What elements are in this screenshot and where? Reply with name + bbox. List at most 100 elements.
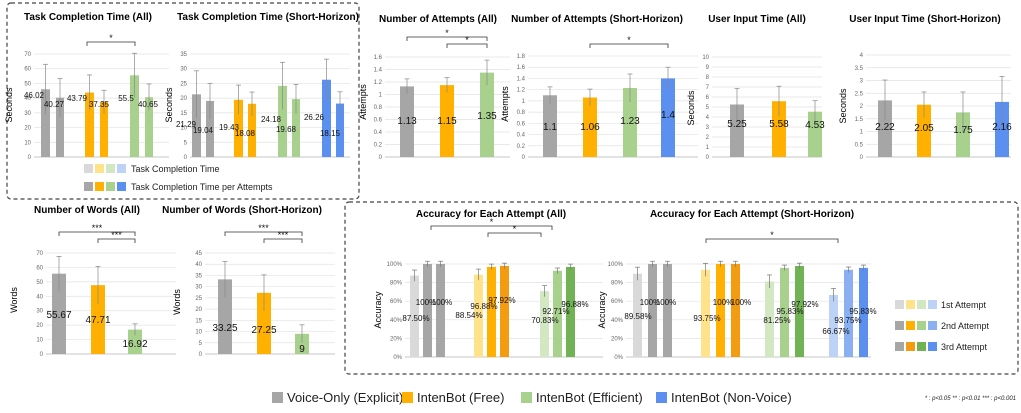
- y-tick-label: 25: [180, 81, 187, 87]
- bar: [543, 95, 557, 157]
- data-label: 24.18: [261, 115, 282, 124]
- bar: [663, 264, 672, 357]
- bar: [480, 72, 494, 157]
- significance-label: *: [445, 28, 449, 38]
- bar: [145, 97, 153, 157]
- y-tick-label: 0: [706, 155, 710, 161]
- bar: [633, 273, 642, 357]
- y-tick-label: 0.4: [517, 133, 526, 139]
- y-tick-label: 70: [24, 52, 31, 58]
- y-tick-label: 2: [860, 104, 864, 110]
- y-axis-label: Accuracy: [373, 291, 383, 329]
- y-tick-label: 4: [706, 115, 710, 121]
- chart-acc-short: Accuracy for Each Attempt (Short-Horizon…: [597, 209, 877, 361]
- bar: [474, 274, 483, 357]
- data-label: 16.92: [122, 339, 147, 350]
- y-tick-label: 1: [706, 145, 710, 151]
- data-label: 27.25: [251, 325, 276, 336]
- legend-swatch: [95, 164, 104, 173]
- data-label: 21.29: [176, 120, 197, 129]
- data-label: 26.26: [304, 113, 325, 122]
- bar: [410, 275, 419, 357]
- bar: [322, 79, 331, 157]
- data-label: 1.1: [543, 122, 557, 133]
- legend-swatch: [402, 392, 413, 403]
- significance-bracket: [263, 238, 303, 243]
- y-tick-label: 35: [195, 273, 202, 279]
- y-tick-label: 3.5: [855, 66, 864, 72]
- bar: [623, 87, 637, 157]
- data-label: 18.08: [235, 129, 256, 138]
- y-axis-label: Seconds: [4, 87, 14, 123]
- data-label: 100%: [640, 298, 660, 307]
- data-label: 33.25: [212, 323, 237, 334]
- data-label: 4.53: [805, 120, 825, 131]
- legend-swatch: [917, 300, 926, 309]
- y-tick-label: 100%: [387, 262, 403, 268]
- chart-title: Task Completion Time (All): [24, 12, 152, 23]
- data-label: 97.92%: [488, 296, 515, 305]
- y-tick-label: 1.6: [517, 65, 526, 71]
- bar: [731, 264, 740, 357]
- y-tick-label: 20: [180, 96, 187, 102]
- y-tick-label: 1.6: [374, 55, 383, 61]
- chart-tct-short: Task Completion Time (Short-Horizon) Seco…: [164, 12, 359, 161]
- legend-swatch: [272, 392, 283, 403]
- bar: [436, 264, 445, 357]
- significance-label: ***: [278, 230, 289, 240]
- significance-label: ***: [111, 230, 122, 240]
- y-tick-label: 50: [36, 280, 43, 286]
- bar: [292, 99, 300, 157]
- bar: [440, 85, 454, 157]
- y-tick-label: 10: [702, 55, 709, 61]
- bar: [423, 264, 432, 357]
- y-tick-label: 0.4: [374, 130, 383, 136]
- y-axis-label: Words: [172, 289, 182, 315]
- y-axis-label: Seconds: [164, 87, 174, 123]
- y-tick-label: 60%: [611, 299, 624, 305]
- y-tick-label: 0%: [614, 355, 623, 361]
- legend-label: Task Completion Time per Attempts: [131, 182, 273, 192]
- y-tick-label: 20%: [611, 336, 624, 342]
- significance-bracket: [705, 238, 839, 243]
- y-tick-label: 35: [180, 52, 187, 58]
- legend-swatch: [895, 300, 904, 309]
- data-label: 100%: [731, 298, 751, 307]
- y-tick-label: 10: [195, 330, 202, 336]
- y-tick-label: 2: [706, 135, 710, 141]
- data-label: 5.25: [727, 119, 747, 130]
- chart-words-short: Number of Words (Short-Horizon) Words 0 5 10…: [162, 205, 335, 358]
- bar: [91, 285, 105, 354]
- data-label: 2.16: [992, 122, 1012, 133]
- y-tick-label: 60%: [390, 299, 403, 305]
- data-label: 95.83%: [849, 307, 876, 316]
- attempt-legend: 1st Attempt 2nd Attempt 3rd Attempt: [895, 300, 990, 352]
- significance-bracket: [224, 231, 303, 236]
- significance-label: *: [109, 33, 113, 43]
- legend-label: IntenBot (Free): [417, 390, 504, 405]
- bar: [829, 294, 838, 357]
- y-tick-label: 70: [36, 251, 43, 257]
- data-label: 96.88%: [561, 300, 588, 309]
- bar: [128, 329, 142, 354]
- y-tick-label: 0.6: [517, 121, 526, 127]
- y-tick-label: 50: [24, 81, 31, 87]
- bar: [206, 100, 214, 157]
- significance-label: *: [490, 217, 494, 227]
- y-tick-label: 0: [522, 155, 526, 161]
- y-tick-label: 20: [195, 307, 202, 313]
- chart-uit-short: User Input Time (Short-Horizon) Seconds 0 0…: [838, 14, 1012, 161]
- bar: [41, 89, 50, 157]
- y-tick-label: 15: [180, 111, 187, 117]
- y-tick-label: 0: [28, 155, 32, 161]
- y-axis-label: Accuracy: [597, 291, 607, 329]
- chart-title: Number of Words (All): [34, 205, 140, 216]
- y-tick-label: 30: [36, 309, 43, 315]
- y-tick-label: 25: [195, 296, 202, 302]
- bar: [52, 273, 66, 354]
- data-label: 87.50%: [402, 314, 429, 323]
- chart-title: Accuracy for Each Attempt (Short-Horizon…: [650, 209, 854, 220]
- data-label: 1.4: [661, 110, 675, 121]
- legend-swatch: [95, 182, 104, 191]
